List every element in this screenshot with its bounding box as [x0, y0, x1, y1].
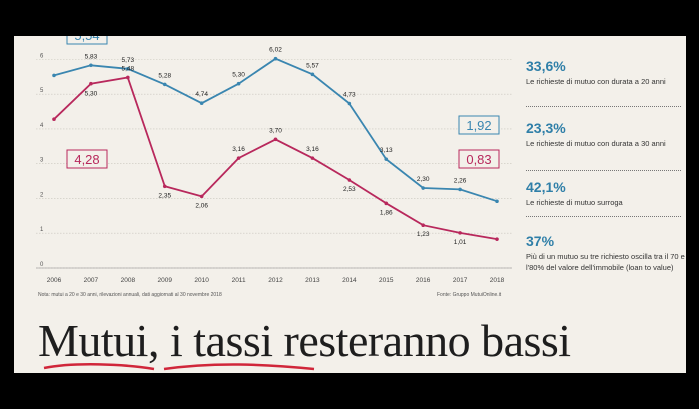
data-label: 3,16 — [232, 146, 245, 153]
stat-description: Le richieste di mutuo surroga — [526, 198, 623, 207]
data-label: 1,23 — [417, 231, 430, 238]
y-tick-label: 5 — [40, 88, 44, 94]
data-point — [89, 81, 93, 86]
data-label: 3,70 — [269, 127, 282, 134]
data-point — [384, 157, 389, 161]
data-label: 1,86 — [380, 209, 393, 216]
data-point — [126, 75, 130, 80]
data-label: 5,30 — [232, 72, 245, 79]
x-tick-label: 2010 — [194, 277, 209, 284]
data-label: 0,83 — [466, 152, 491, 167]
x-tick-label: 2016 — [416, 277, 431, 284]
stat-percentage: 33,6% — [526, 58, 566, 74]
data-label: 2,35 — [158, 192, 171, 199]
x-tick-label: 2013 — [305, 277, 320, 284]
series-line — [53, 76, 498, 240]
y-tick-label: 2 — [40, 192, 44, 198]
stat-block: 23,3% Le richieste di mutuo con durata a… — [526, 120, 686, 149]
data-label: 2,26 — [454, 177, 467, 184]
highlight-box — [458, 149, 500, 169]
highlight-box — [458, 115, 500, 135]
data-point — [421, 186, 425, 190]
data-point — [126, 66, 130, 71]
data-point — [384, 201, 389, 206]
data-label: 4,74 — [195, 91, 208, 98]
mortgage-rates-chart: 0 1 2 3 4 5 6 2006 2007 2008 2009 2010 2011 2012 2013 2… — [36, 36, 512, 284]
data-point — [89, 63, 93, 68]
data-label: 3,13 — [380, 147, 393, 154]
data-point — [347, 101, 352, 106]
x-tick-label: 2008 — [121, 277, 136, 284]
data-point — [162, 184, 167, 189]
data-label: 1,01 — [454, 239, 467, 246]
x-tick-label: 2007 — [84, 277, 99, 284]
data-label: 1,92 — [466, 118, 491, 133]
data-point — [236, 81, 241, 86]
data-point — [458, 231, 462, 235]
data-point — [273, 56, 278, 61]
y-tick-label: 4 — [40, 123, 44, 129]
y-tick-label: 6 — [40, 53, 44, 59]
y-tick-label: 3 — [40, 158, 44, 164]
x-tick-label: 2012 — [268, 277, 283, 284]
stat-description: Le richieste di mutuo con durata a 20 an… — [526, 77, 666, 86]
y-tick-label: 1 — [40, 227, 44, 233]
data-label: 2,30 — [417, 176, 430, 183]
stat-description: Più di un mutuo su tre richiesto oscilla… — [526, 252, 685, 272]
data-point — [52, 73, 56, 78]
data-label: 6,02 — [269, 47, 282, 54]
newspaper-clipping: 0 1 2 3 4 5 6 2006 2007 2008 2009 2010 2011 2012 2013 2… — [14, 36, 686, 373]
data-point — [495, 199, 499, 204]
data-point — [199, 194, 204, 199]
divider — [526, 216, 681, 217]
stat-block: 33,6% Le richieste di mutuo con durata a… — [526, 58, 686, 87]
headline: Mutui, i tassi resteranno bassi — [38, 315, 571, 366]
chart-note: Nota: mutui a 20 e 30 anni, rilevazioni … — [38, 292, 222, 298]
x-tick-label: 2015 — [379, 277, 394, 284]
data-label: 2,06 — [195, 202, 208, 209]
highlight-box — [66, 149, 108, 169]
data-point — [310, 156, 315, 160]
stat-percentage: 37% — [526, 233, 555, 249]
data-point — [495, 237, 499, 241]
x-tick-label: 2011 — [232, 277, 246, 284]
stat-block: 42,1% Le richieste di mutuo surroga — [526, 179, 686, 208]
data-label: 3,16 — [306, 146, 319, 153]
stat-block: 37% Più di un mutuo su tre richiesto osc… — [526, 233, 686, 273]
x-tick-label: 2018 — [490, 277, 505, 284]
data-point — [52, 117, 56, 121]
data-label: 5,28 — [158, 72, 171, 79]
stat-description: Le richieste di mutuo con durata a 30 an… — [526, 139, 666, 148]
x-tick-label: 2017 — [453, 277, 468, 284]
chart-source: Fonte: Gruppo MutuiOnline.it — [437, 292, 502, 298]
data-label: 5,54 — [74, 36, 99, 43]
x-tick-label: 2014 — [342, 277, 357, 284]
y-tick-label: 0 — [40, 262, 44, 268]
data-point — [273, 137, 278, 142]
data-label: 5,83 — [85, 53, 98, 60]
highlight-box — [66, 36, 108, 45]
x-tick-label: 2006 — [47, 277, 62, 284]
x-tick-label: 2009 — [158, 277, 173, 284]
data-label: 4,73 — [343, 92, 356, 99]
data-label: 5,30 — [85, 91, 98, 98]
divider — [526, 106, 681, 107]
data-point — [199, 101, 204, 105]
data-point — [347, 178, 352, 182]
data-label: 5,57 — [306, 62, 319, 69]
data-point — [236, 156, 241, 160]
divider — [526, 170, 681, 171]
data-point — [458, 187, 462, 192]
data-label: 5,73 — [122, 57, 135, 64]
data-label: 2,53 — [343, 186, 356, 193]
stat-percentage: 42,1% — [526, 179, 566, 195]
data-label: 4,28 — [74, 152, 99, 167]
data-point — [421, 223, 425, 228]
data-point — [310, 72, 315, 77]
stat-percentage: 23,3% — [526, 120, 566, 136]
data-label: 5,48 — [122, 65, 135, 72]
data-point — [162, 82, 167, 87]
